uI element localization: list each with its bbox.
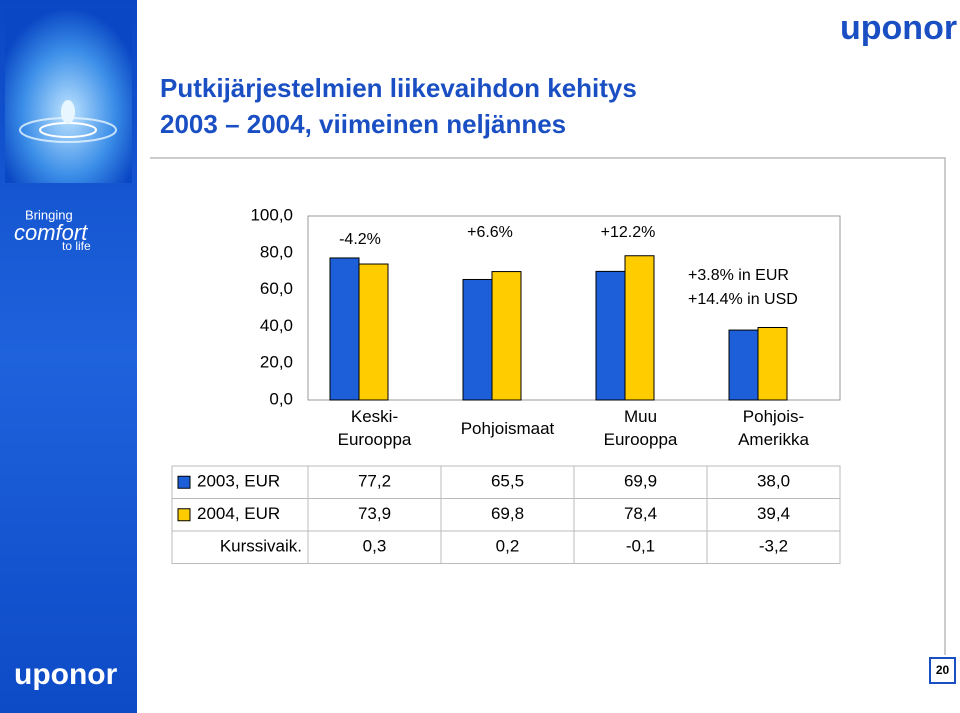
legend-swatch bbox=[177, 475, 191, 489]
tagline: comfort bbox=[14, 220, 88, 245]
legend-label: 2003, EUR bbox=[197, 472, 280, 491]
x-tick-label: Muu Eurooppa bbox=[603, 407, 678, 449]
row-label: Kurssivaik. bbox=[220, 537, 302, 556]
table-cell bbox=[706, 530, 841, 564]
title: Putkijärjestelmien liikevaihdon kehitys bbox=[160, 73, 637, 103]
y-tick-label: 100,0 bbox=[250, 205, 293, 224]
x-tick-label: Pohjois- Amerikka bbox=[738, 407, 809, 449]
bar bbox=[728, 329, 759, 401]
plot-area bbox=[307, 215, 841, 401]
y-tick-label: 40,0 bbox=[260, 316, 293, 335]
table-value: 78,4 bbox=[624, 504, 657, 523]
table-value: 39,4 bbox=[757, 504, 790, 523]
bar bbox=[757, 327, 788, 401]
frame bbox=[150, 157, 946, 655]
table-value: 38,0 bbox=[757, 472, 790, 491]
logo: uponor bbox=[14, 658, 118, 691]
y-tick-label: 80,0 bbox=[260, 242, 293, 261]
table-value: 73,9 bbox=[358, 504, 391, 523]
bar bbox=[329, 257, 360, 401]
x-tick-label: Keski- Eurooppa bbox=[337, 407, 412, 449]
bar bbox=[462, 278, 493, 401]
tagline: to life bbox=[62, 239, 91, 253]
annotation: -4.2% bbox=[339, 231, 381, 248]
annotation: +3.8% in EUR bbox=[688, 267, 789, 284]
y-tick-label: 60,0 bbox=[260, 279, 293, 298]
table-value: 65,5 bbox=[491, 472, 524, 491]
table-value: 0,3 bbox=[363, 537, 387, 556]
annotation: +14.4% in USD bbox=[688, 291, 798, 308]
page-number: 20 bbox=[936, 663, 950, 677]
table-value: 69,9 bbox=[624, 472, 657, 491]
y-tick-label: 0,0 bbox=[269, 389, 293, 408]
bar bbox=[624, 255, 655, 401]
title: 2003 – 2004, viimeinen neljännes bbox=[160, 109, 566, 139]
table-value: 0,2 bbox=[496, 537, 520, 556]
page-box bbox=[929, 657, 956, 684]
bar bbox=[595, 270, 626, 401]
bar bbox=[358, 263, 389, 401]
table-value: 77,2 bbox=[358, 472, 391, 491]
y-tick-label: 20,0 bbox=[260, 353, 293, 372]
bar bbox=[491, 271, 522, 401]
x-tick-label: Pohjoismaat bbox=[460, 419, 555, 438]
water-image bbox=[5, 8, 132, 183]
table-value: -0,1 bbox=[626, 537, 655, 556]
legend-label: 2004, EUR bbox=[197, 504, 280, 523]
logo: uponor bbox=[840, 9, 957, 47]
table-value: 69,8 bbox=[491, 504, 524, 523]
tagline: Bringing bbox=[25, 207, 73, 222]
annotation: +12.2% bbox=[601, 224, 656, 241]
legend-swatch bbox=[177, 508, 191, 522]
annotation: +6.6% bbox=[467, 224, 513, 241]
drop bbox=[61, 100, 75, 124]
table-value: -3,2 bbox=[759, 537, 788, 556]
